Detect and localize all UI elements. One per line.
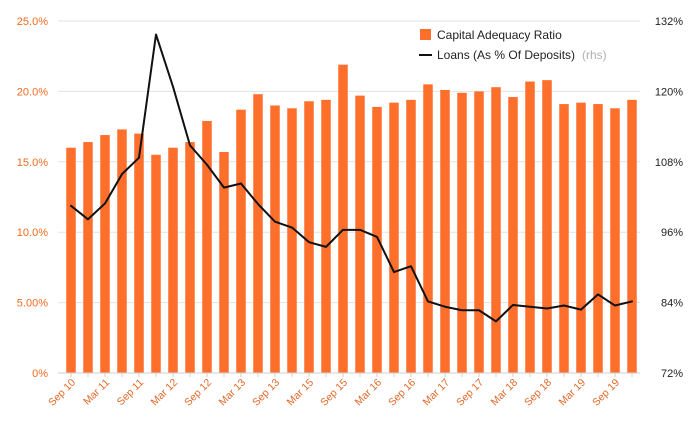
bar-0 bbox=[66, 147, 76, 373]
bar-1 bbox=[83, 142, 93, 373]
bar-22 bbox=[440, 89, 450, 374]
x-tick-label-1: Mar 11 bbox=[81, 377, 112, 408]
bar-11 bbox=[253, 94, 263, 373]
bar-3 bbox=[117, 129, 127, 373]
legend: Capital Adequacy Ratio Loans (As % Of De… bbox=[419, 28, 607, 62]
bar-14 bbox=[304, 101, 314, 373]
legend-note-rhs: (rhs) bbox=[582, 48, 607, 62]
x-tick-label-5: Mar 13 bbox=[217, 377, 249, 409]
bar-9 bbox=[219, 151, 229, 373]
x-tick-label-8: Sep 15 bbox=[318, 377, 350, 409]
x-tick-label-9: Mar 16 bbox=[353, 377, 385, 409]
x-tick-label-4: Sep 12 bbox=[182, 377, 214, 409]
legend-label-capital-adequacy: Capital Adequacy Ratio bbox=[437, 28, 562, 42]
left-tick-label-4: 20.0% bbox=[17, 86, 48, 98]
bar-27 bbox=[525, 81, 535, 373]
bar-4 bbox=[134, 133, 144, 373]
x-tick-label-3: Mar 12 bbox=[149, 377, 181, 409]
bar-24 bbox=[474, 91, 484, 374]
bar-12 bbox=[270, 105, 280, 373]
x-tick-label-6: Sep 13 bbox=[250, 377, 282, 409]
left-tick-label-2: 10.0% bbox=[17, 227, 48, 239]
x-tick-label-2: Sep 11 bbox=[115, 377, 147, 409]
bar-32 bbox=[610, 108, 620, 374]
bar-13 bbox=[287, 108, 297, 374]
bar-25 bbox=[491, 87, 501, 374]
bar-10 bbox=[236, 109, 246, 373]
bar-29 bbox=[559, 104, 569, 373]
left-tick-label-1: 5.00% bbox=[17, 298, 48, 310]
bar-23 bbox=[457, 92, 467, 373]
x-tick-label-11: Mar 17 bbox=[421, 377, 453, 409]
bar-20 bbox=[406, 99, 416, 373]
x-tick-label-12: Sep 17 bbox=[454, 377, 486, 409]
bar-31 bbox=[593, 104, 603, 373]
left-y-axis: 0% 5.00% 10.0% 15.0% 20.0% 25.0% bbox=[17, 16, 48, 380]
x-tick-label-13: Mar 18 bbox=[489, 377, 521, 409]
x-tick-label-15: Mar 19 bbox=[557, 377, 589, 409]
bar-28 bbox=[542, 80, 552, 373]
x-tick-label-10: Sep 16 bbox=[386, 377, 418, 409]
x-tick-label-16: Sep 19 bbox=[590, 377, 622, 409]
right-tick-label-1: 84% bbox=[661, 298, 683, 310]
gridlines bbox=[58, 20, 640, 374]
bar-33 bbox=[627, 99, 637, 373]
legend-label-loans: Loans (As % Of Deposits) bbox=[437, 48, 575, 62]
right-tick-label-4: 120% bbox=[655, 86, 683, 98]
bar-16 bbox=[338, 64, 348, 374]
legend-swatch-bar bbox=[420, 29, 431, 40]
bar-7 bbox=[185, 142, 195, 373]
bar-26 bbox=[508, 97, 518, 373]
right-tick-label-5: 132% bbox=[655, 16, 683, 28]
left-tick-label-5: 25.0% bbox=[17, 16, 48, 28]
right-tick-label-3: 108% bbox=[655, 157, 683, 169]
x-tick-label-14: Sep 18 bbox=[522, 377, 554, 409]
right-y-axis: 72% 84% 96% 108% 120% 132% bbox=[655, 16, 683, 380]
bar-6 bbox=[168, 147, 178, 373]
left-tick-label-0: 0% bbox=[32, 368, 48, 380]
bar-17 bbox=[355, 95, 365, 374]
line-series-loans bbox=[70, 33, 633, 323]
bar-2 bbox=[100, 135, 110, 373]
left-tick-label-3: 15.0% bbox=[17, 157, 48, 169]
bar-19 bbox=[389, 102, 399, 373]
bar-series-capital-adequacy bbox=[66, 64, 637, 374]
loans-line bbox=[70, 33, 633, 323]
x-axis: Sep 10 Mar 11 Sep 11 Mar 12 Sep 12 Mar 13 Sep … bbox=[46, 372, 640, 409]
right-tick-label-0: 72% bbox=[661, 368, 683, 380]
bar-5 bbox=[151, 154, 161, 373]
right-tick-label-2: 96% bbox=[661, 227, 683, 239]
bar-8 bbox=[202, 120, 212, 373]
bar-21 bbox=[423, 84, 433, 374]
x-tick-label-0: Sep 10 bbox=[46, 377, 78, 409]
bar-18 bbox=[372, 106, 382, 373]
bar-30 bbox=[576, 102, 586, 373]
bar-15 bbox=[321, 99, 331, 373]
x-tick-label-7: Mar 15 bbox=[285, 377, 317, 409]
